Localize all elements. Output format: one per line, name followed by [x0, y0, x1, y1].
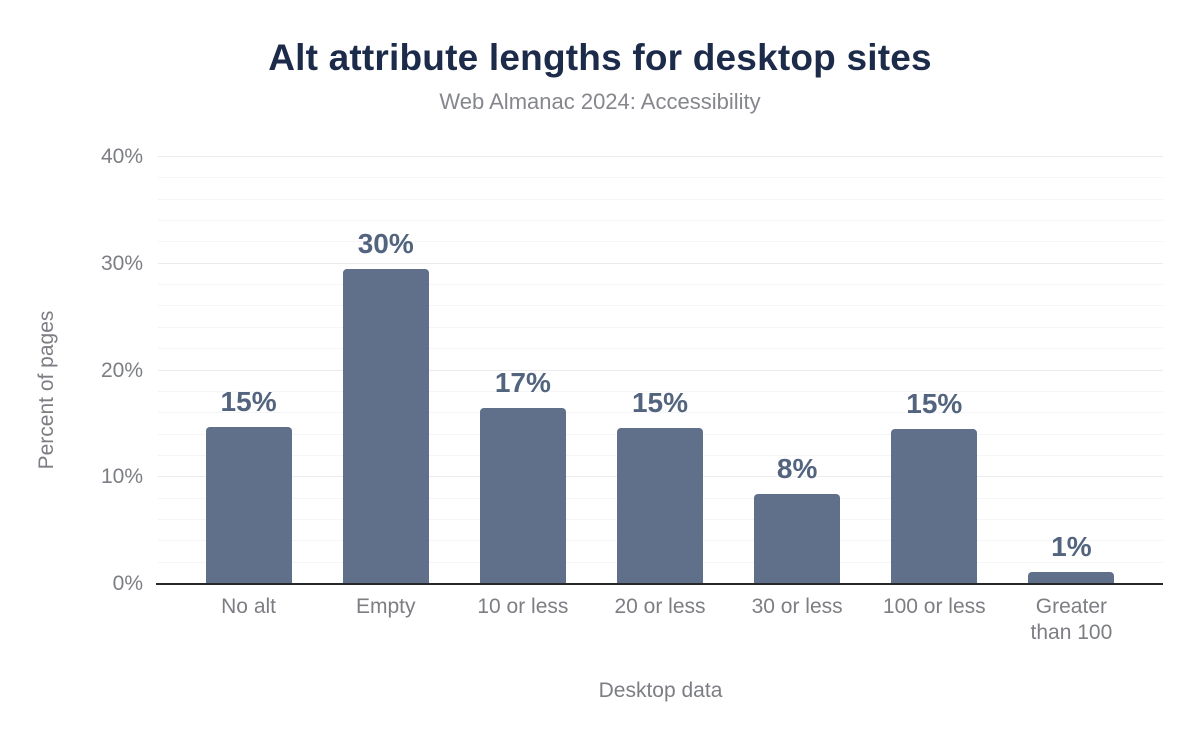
- bar-value-label: 15%: [631, 387, 689, 418]
- y-axis-tick-label: 0%: [112, 572, 143, 595]
- gridline-major: [158, 262, 1163, 264]
- bar-value-label: 15%: [906, 388, 963, 419]
- x-axis-line: [156, 583, 1163, 585]
- gridline-minor: [158, 241, 1163, 243]
- bar-value-label: 15%: [220, 386, 277, 417]
- bar-column: 30%: [317, 157, 454, 584]
- bar-column: 15%: [866, 157, 1003, 584]
- bar-value-label: 30%: [357, 228, 414, 259]
- bar: [1028, 572, 1115, 584]
- gridline-minor: [158, 220, 1163, 222]
- bar-column: 17%: [454, 157, 591, 584]
- plot-area: 15% 30% 17% 15% 8% 15% 1%: [156, 156, 1163, 585]
- x-axis-tick-label: 20 or less: [614, 595, 706, 618]
- x-axis-title: Desktop data: [598, 679, 723, 702]
- x-axis-tick-label: No alt: [221, 595, 276, 618]
- chart-title: Alt attribute lengths for desktop sites: [268, 37, 932, 78]
- bar-value-label: 1%: [1051, 531, 1092, 562]
- bar-value-label: 8%: [776, 453, 818, 484]
- x-axis-tick-label: 100 or less: [882, 595, 986, 618]
- gridline-minor: [158, 284, 1163, 286]
- y-axis-tick-label: 10%: [100, 465, 143, 489]
- gridline-minor: [158, 348, 1163, 350]
- chart-subtitle: Web Almanac 2024: Accessibility: [439, 89, 761, 114]
- gridline-minor: [158, 305, 1163, 307]
- gridline-major: [158, 369, 1163, 371]
- y-axis-tick-label: 30%: [100, 251, 143, 275]
- x-axis-ticks: No alt Empty 10 or less 20 or less 30 or les…: [180, 594, 1140, 646]
- bar-value-label: 17%: [494, 367, 551, 398]
- y-axis-tick-label: 20%: [100, 358, 143, 382]
- gridline-major: [158, 156, 1163, 157]
- bar-column: 8%: [729, 157, 866, 584]
- bar-column: 1%: [1003, 157, 1140, 584]
- gridline-minor: [158, 198, 1163, 200]
- bar-series: 15% 30% 17% 15% 8% 15% 1%: [180, 157, 1140, 584]
- gridline-minor: [158, 390, 1163, 392]
- bar: [754, 494, 841, 584]
- gridline-minor: [158, 412, 1163, 414]
- bar-column: 15%: [591, 157, 728, 584]
- bar: [891, 429, 978, 584]
- x-axis-tick-label: 30 or less: [751, 595, 843, 618]
- x-axis-tick-label: Empty: [355, 595, 416, 618]
- bar: [616, 428, 703, 584]
- y-axis-ticks: 0% 10% 20% 30% 40%: [0, 146, 143, 595]
- bar-column: 15%: [180, 157, 317, 584]
- x-axis-tick-label: Greater than 100: [1030, 595, 1113, 644]
- bar: [342, 269, 429, 584]
- gridline-minor: [158, 326, 1163, 328]
- bar: [479, 408, 566, 584]
- bar: [205, 427, 292, 584]
- y-axis-tick-label: 40%: [100, 145, 143, 168]
- gridline-minor: [158, 177, 1163, 179]
- x-axis-tick-label: 10 or less: [477, 595, 569, 618]
